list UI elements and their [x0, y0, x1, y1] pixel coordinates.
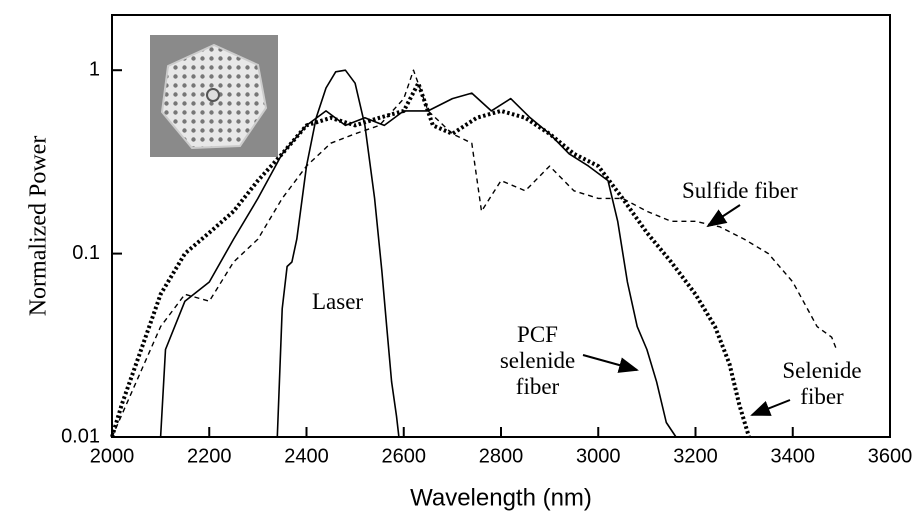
annotation: Sulfide fiber [682, 178, 798, 203]
y-tick-label: 0.01 [61, 425, 100, 447]
series-line [110, 81, 751, 438]
inset-photo [150, 35, 278, 157]
y-axis-title: Normalized Power [26, 136, 52, 317]
x-tick-label: 3400 [771, 445, 816, 467]
y-tick-label: 1 [89, 58, 100, 80]
x-tick-label: 3200 [673, 445, 718, 467]
arrow [750, 399, 791, 416]
x-tick-label: 2000 [90, 445, 135, 467]
x-tick-label: 3600 [868, 445, 913, 467]
x-tick-label: 3000 [576, 445, 621, 467]
series-line [276, 69, 400, 438]
x-axis-title: Wavelength (nm) [410, 484, 592, 511]
annotation: Selenide fiber [782, 358, 862, 409]
x-tick-label: 2200 [187, 445, 232, 467]
annotation: PCF selenide fiber [499, 322, 576, 399]
x-tick-label: 2800 [479, 445, 524, 467]
x-tick-label: 2600 [382, 445, 427, 467]
annotation: Laser [312, 289, 364, 314]
x-tick-label: 2400 [284, 445, 329, 467]
series-line [159, 92, 677, 438]
arrow [582, 354, 639, 373]
arrow [706, 204, 741, 228]
y-tick-label: 0.1 [72, 242, 100, 264]
